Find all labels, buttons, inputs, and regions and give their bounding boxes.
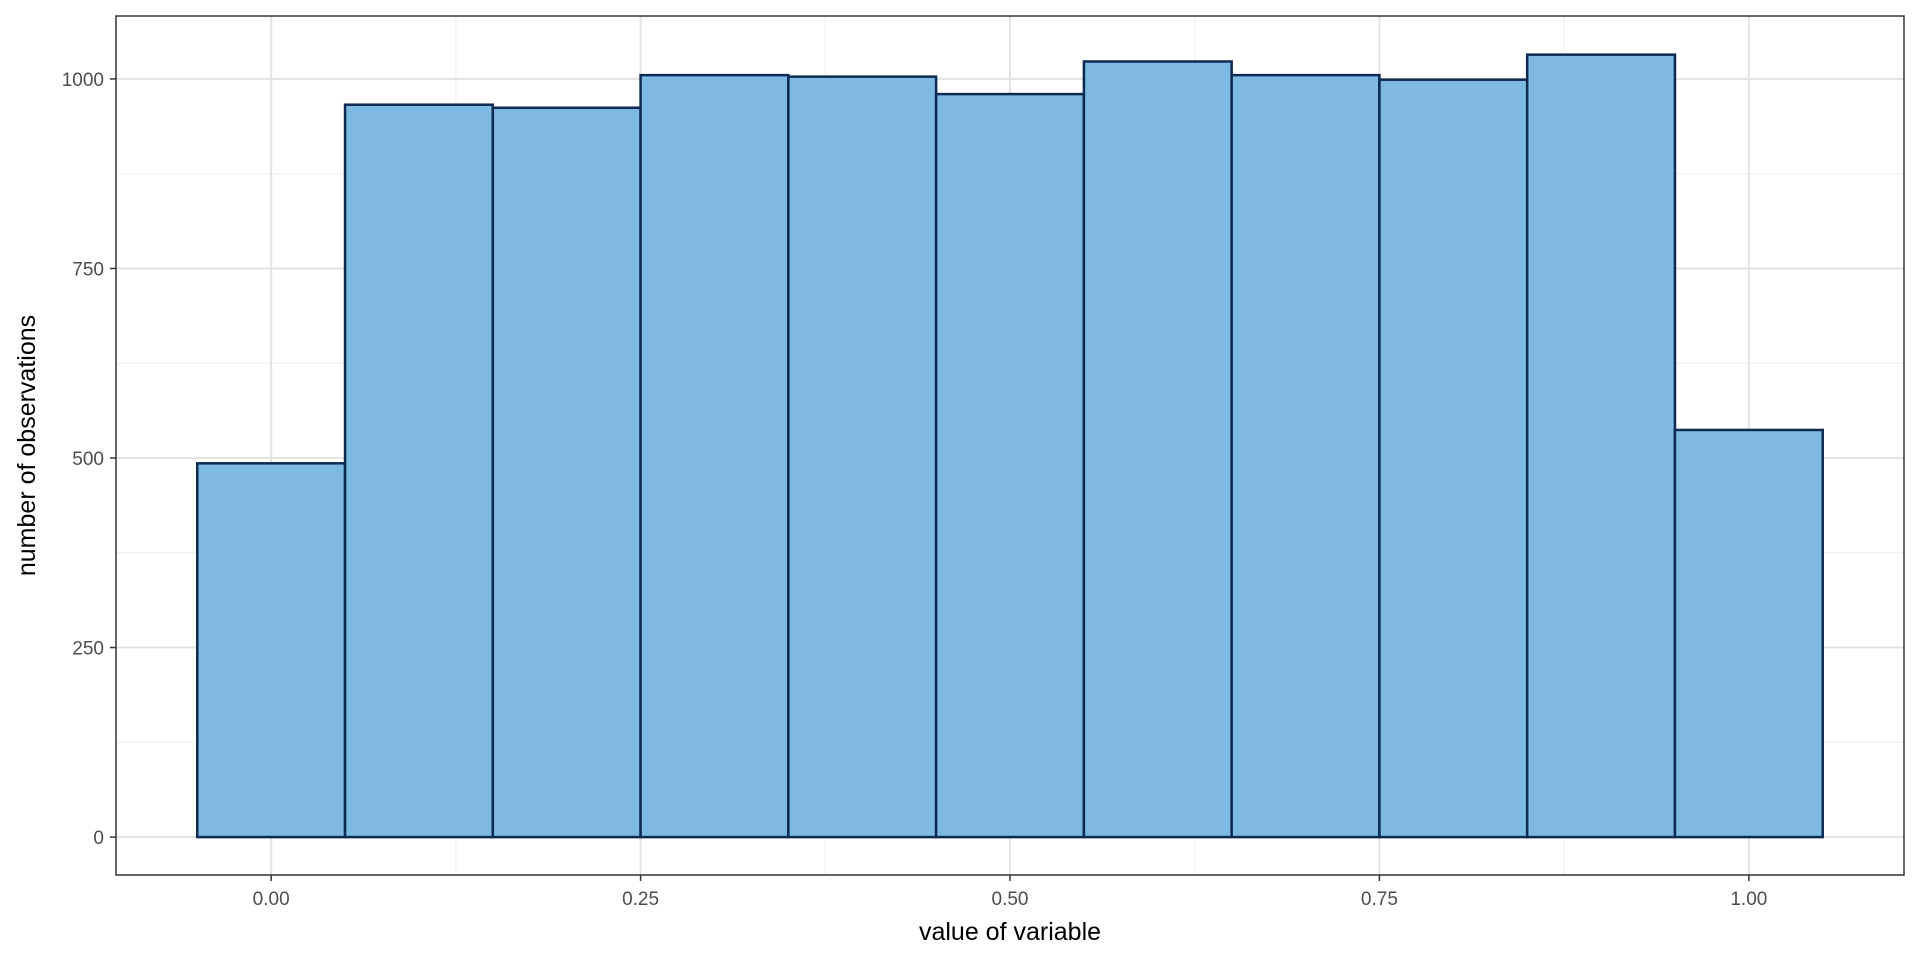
histogram-bar-3 [639, 73, 790, 839]
x-tick-label-4: 1.00 [1730, 889, 1767, 910]
x-tick-label-0: 0.00 [253, 889, 290, 910]
y-axis-title: number of observations [13, 315, 41, 576]
y-tick-label-0: 0 [93, 828, 104, 849]
histogram-bar-5 [934, 92, 1086, 839]
histogram-bar-4 [787, 75, 938, 839]
histogram-bar-2 [491, 106, 642, 839]
x-axis-title: value of variable [919, 918, 1101, 946]
y-axis: 0 250 500 750 1000 [62, 70, 116, 849]
y-tick-label-3: 750 [72, 259, 104, 280]
histogram-bar-6 [1082, 60, 1233, 839]
histogram-bars [196, 53, 1824, 839]
x-tick-label-2: 0.50 [992, 889, 1029, 910]
histogram-bar-9 [1525, 53, 1677, 839]
y-tick-label-1: 250 [72, 639, 104, 660]
x-axis: 0.00 0.25 0.50 0.75 1.00 [253, 875, 1767, 910]
histogram-bar-8 [1378, 78, 1529, 839]
y-tick-label-4: 1000 [62, 70, 104, 91]
histogram-bar-0 [196, 462, 347, 839]
x-tick-label-3: 0.75 [1361, 889, 1398, 910]
y-tick-label-2: 500 [72, 449, 104, 470]
histogram-bar-7 [1230, 73, 1381, 839]
histogram-bar-1 [343, 103, 495, 839]
x-tick-label-1: 0.25 [622, 889, 659, 910]
histogram-bar-10 [1673, 428, 1824, 839]
